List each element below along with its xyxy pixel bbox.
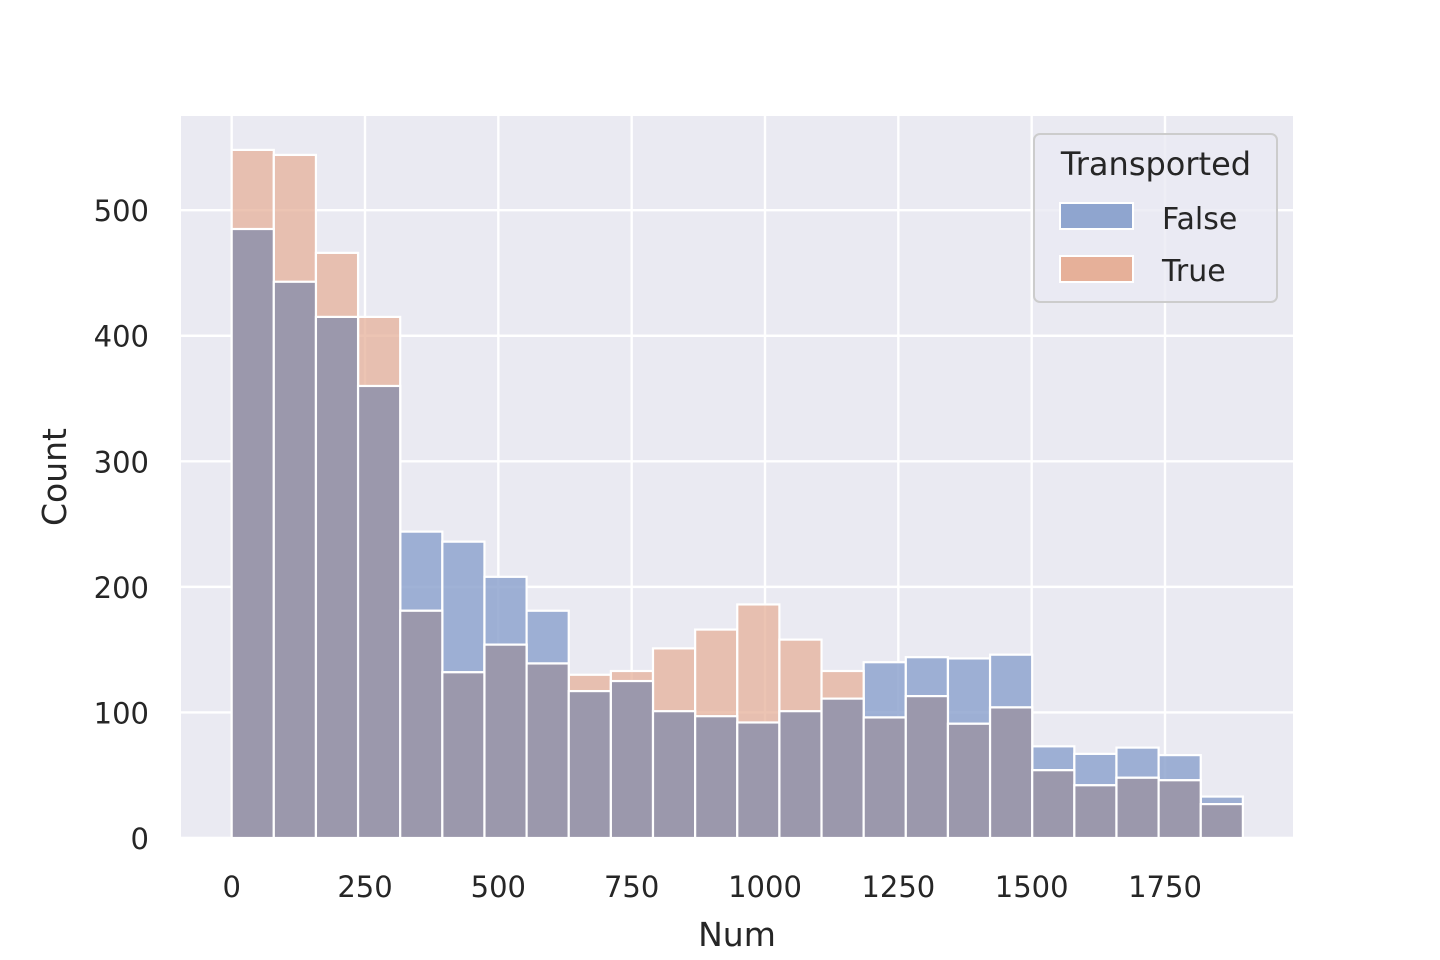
bar-overlap-17 xyxy=(946,722,992,840)
legend-swatch-false xyxy=(1059,202,1134,230)
x-tick-label: 500 xyxy=(471,870,526,904)
bar-overlap-10 xyxy=(651,710,697,840)
bar-overlap-6 xyxy=(483,643,528,840)
bar-overlap-8 xyxy=(567,689,612,840)
bar-overlap-13 xyxy=(778,710,823,840)
histogram-bars xyxy=(230,148,1244,840)
y-tick-labels: 0 100 200 300 400 500 xyxy=(94,194,149,856)
y-tick-label: 200 xyxy=(94,571,149,605)
bar-overlap-9 xyxy=(609,679,655,840)
legend-label-false: False xyxy=(1162,202,1237,237)
bar-overlap-23 xyxy=(1199,802,1244,840)
y-tick-label: 300 xyxy=(94,445,149,479)
bar-overlap-19 xyxy=(1031,769,1076,840)
x-axis-label: Num xyxy=(698,915,776,954)
y-tick-label: 400 xyxy=(94,320,149,354)
legend: Transported False True xyxy=(1033,133,1278,303)
bar-overlap-0 xyxy=(230,227,275,840)
legend-swatch-true xyxy=(1059,255,1134,283)
bar-overlap-14 xyxy=(820,697,865,840)
y-tick-label: 0 xyxy=(131,822,149,856)
y-tick-label: 100 xyxy=(94,696,149,730)
bar-overlap-12 xyxy=(736,721,781,840)
y-tick-label: 500 xyxy=(94,194,149,228)
bar-overlap-16 xyxy=(904,695,950,840)
legend-label-true: True xyxy=(1161,254,1226,289)
x-tick-labels: 0 250 500 750 1000 1250 1500 1750 xyxy=(222,870,1201,904)
bar-overlap-3 xyxy=(356,384,402,840)
x-tick-label: 0 xyxy=(222,870,240,904)
bar-overlap-2 xyxy=(314,315,360,840)
x-tick-label: 1500 xyxy=(995,870,1069,904)
bar-overlap-4 xyxy=(399,609,444,840)
bar-overlap-18 xyxy=(988,706,1034,840)
bar-overlap-20 xyxy=(1073,784,1118,840)
bar-overlap-21 xyxy=(1115,776,1160,840)
y-axis-label: Count xyxy=(35,428,74,526)
bar-overlap-15 xyxy=(862,716,907,840)
bar-overlap-1 xyxy=(272,280,318,840)
bar-overlap-5 xyxy=(441,671,486,840)
bar-overlap-7 xyxy=(525,662,570,840)
x-tick-label: 750 xyxy=(604,870,659,904)
legend-title: Transported xyxy=(1060,145,1251,183)
x-tick-label: 1250 xyxy=(861,870,935,904)
bar-overlap-11 xyxy=(694,715,739,840)
bar-overlap-22 xyxy=(1157,779,1202,840)
x-tick-label: 250 xyxy=(337,870,392,904)
x-tick-label: 1750 xyxy=(1128,870,1202,904)
x-tick-label: 1000 xyxy=(728,870,802,904)
